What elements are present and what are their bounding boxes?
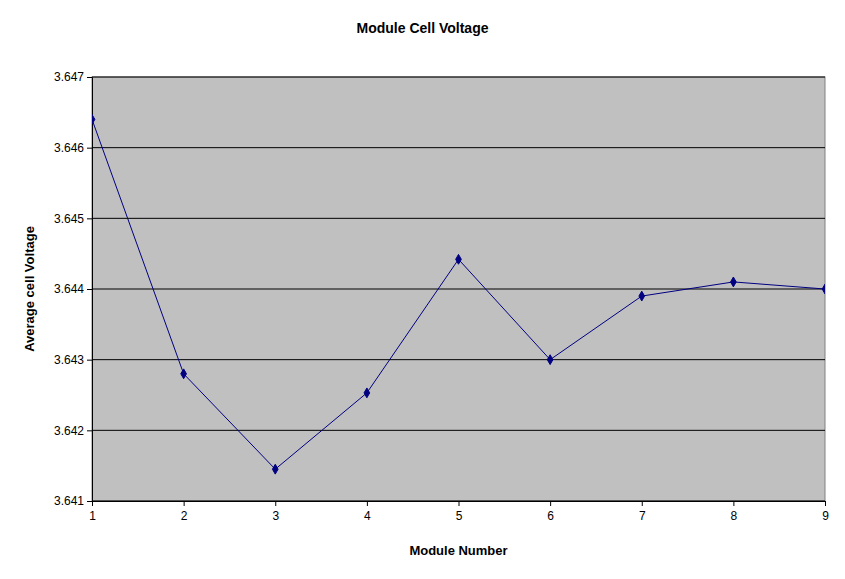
x-tick-label: 2 [181, 509, 188, 523]
plot: 1234567893.6413.6423.6433.6443.6453.6463… [54, 70, 829, 522]
y-axis-line [87, 78, 93, 502]
marker [822, 284, 825, 294]
marker [181, 369, 187, 379]
x-tick: 2 [181, 501, 188, 523]
plot-area [92, 77, 825, 501]
x-tick: 4 [364, 501, 371, 523]
y-tick: 3.644 [54, 282, 92, 296]
series [92, 114, 825, 474]
grid-line [92, 430, 825, 431]
y-tick: 3.641 [54, 494, 92, 508]
title: Module Cell Voltage [357, 20, 489, 36]
marker [456, 254, 462, 264]
x-tick-mark [733, 501, 734, 506]
x-tick-label: 3 [272, 509, 279, 523]
x-axis-title: Module Number [409, 543, 507, 558]
y-tick-mark [87, 77, 92, 78]
line [92, 119, 825, 469]
x-tick: 8 [731, 501, 738, 523]
y-tick-mark [87, 218, 92, 219]
y-axis: 3.641 3.642 3.643 3.644 3.645 3.646 3.647 [54, 70, 93, 508]
marker [272, 464, 278, 474]
grid-line [92, 359, 825, 360]
x-tick-label: 7 [639, 509, 646, 523]
grid-line [92, 147, 825, 148]
marker [364, 388, 370, 398]
x-tick: 1 [89, 501, 96, 523]
x-tick-mark [459, 501, 460, 506]
y-grid [92, 77, 825, 501]
x-tick: 6 [547, 501, 554, 523]
x-tick: 7 [639, 501, 646, 523]
x-tick-mark [550, 501, 551, 506]
x-tick-label: 4 [364, 509, 371, 523]
grid-line [92, 289, 825, 290]
marker [547, 355, 553, 365]
grid-line [92, 218, 825, 219]
y-tick-label: 3.644 [54, 282, 84, 296]
x-tick-mark [184, 501, 185, 506]
grid-line [92, 77, 825, 78]
y-tick-mark [87, 360, 92, 361]
y-tick: 3.647 [54, 70, 92, 84]
y-tick: 3.642 [54, 424, 92, 438]
chart: 1234567893.6413.6423.6433.6443.6453.6463… [0, 0, 845, 579]
y-tick-label: 3.645 [54, 212, 84, 226]
x-tick-mark [275, 501, 276, 506]
marker [639, 291, 645, 301]
y-tick-label: 3.642 [54, 424, 84, 438]
x-tick-label: 9 [822, 509, 829, 523]
x-tick-label: 1 [89, 509, 96, 523]
y-tick: 3.645 [54, 212, 92, 226]
y-tick: 3.646 [54, 141, 92, 155]
y-tick-label: 3.646 [54, 141, 84, 155]
y-tick-mark [87, 148, 92, 149]
x-tick-mark [825, 501, 826, 506]
y-tick-label: 3.647 [54, 70, 84, 84]
y-tick: 3.643 [54, 353, 92, 367]
y-tick-label: 3.641 [54, 494, 84, 508]
y-tick-label: 3.643 [54, 353, 84, 367]
x-tick-label: 6 [547, 509, 554, 523]
x-tick-mark [367, 501, 368, 506]
y-tick-mark [87, 501, 92, 502]
y-tick-mark [87, 289, 92, 290]
x-tick: 3 [272, 501, 279, 523]
background [0, 0, 845, 579]
x-axis: 1 2 3 4 5 6 7 8 9 [89, 501, 829, 523]
x-tick: 5 [456, 501, 463, 523]
x-tick-label: 5 [456, 509, 463, 523]
x-tick-label: 8 [731, 509, 738, 523]
marker [731, 277, 737, 287]
x-axis-line [93, 502, 826, 507]
x-tick-mark [642, 501, 643, 506]
y-axis-title: Average cell Voltage [22, 226, 37, 352]
y-tick-mark [87, 430, 92, 431]
marker [92, 114, 95, 124]
x-tick: 9 [822, 501, 829, 523]
